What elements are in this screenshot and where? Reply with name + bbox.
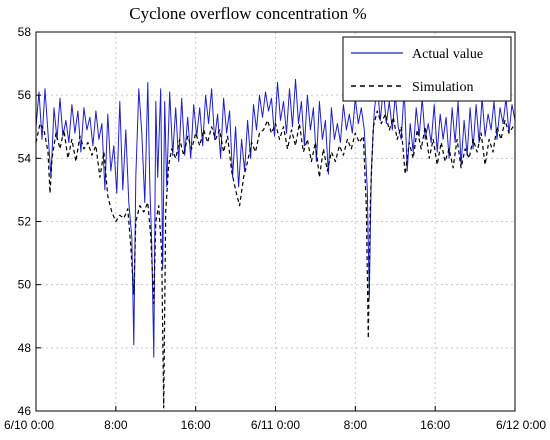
x-tick-label: 8:00 bbox=[104, 418, 128, 432]
y-tick-label: 48 bbox=[18, 341, 32, 355]
series-line-actual-value bbox=[35, 78, 516, 358]
legend: Actual value Simulation bbox=[342, 36, 512, 102]
y-tick-label: 50 bbox=[18, 278, 32, 292]
legend-box bbox=[342, 36, 512, 102]
x-tick-label: 8:00 bbox=[344, 418, 368, 432]
x-tick-label: 6/12 0:00 bbox=[496, 418, 546, 432]
x-tick-label: 16:00 bbox=[181, 418, 211, 432]
x-tick-label: 6/10 0:00 bbox=[4, 418, 54, 432]
y-tick-label: 58 bbox=[18, 25, 32, 39]
y-tick-label: 56 bbox=[18, 88, 32, 102]
x-tick-label: 6/11 0:00 bbox=[251, 418, 300, 432]
series-line-simulation bbox=[35, 110, 516, 409]
chart-title: Cyclone overflow concentration % bbox=[129, 4, 366, 23]
y-tick-label: 52 bbox=[18, 215, 32, 229]
series-lines bbox=[35, 78, 516, 409]
legend-label-actual-value: Actual value bbox=[412, 47, 483, 62]
y-tick-label: 54 bbox=[18, 151, 32, 165]
axis-ticks: 46 48 50 52 54 56 58 6/10 0:00 8:00 16:00 6/11 0:0… bbox=[4, 25, 546, 432]
y-tick-label: 46 bbox=[18, 404, 32, 418]
gridlines bbox=[36, 32, 515, 411]
legend-label-simulation: Simulation bbox=[412, 80, 473, 95]
x-tick-label: 16:00 bbox=[420, 418, 450, 432]
